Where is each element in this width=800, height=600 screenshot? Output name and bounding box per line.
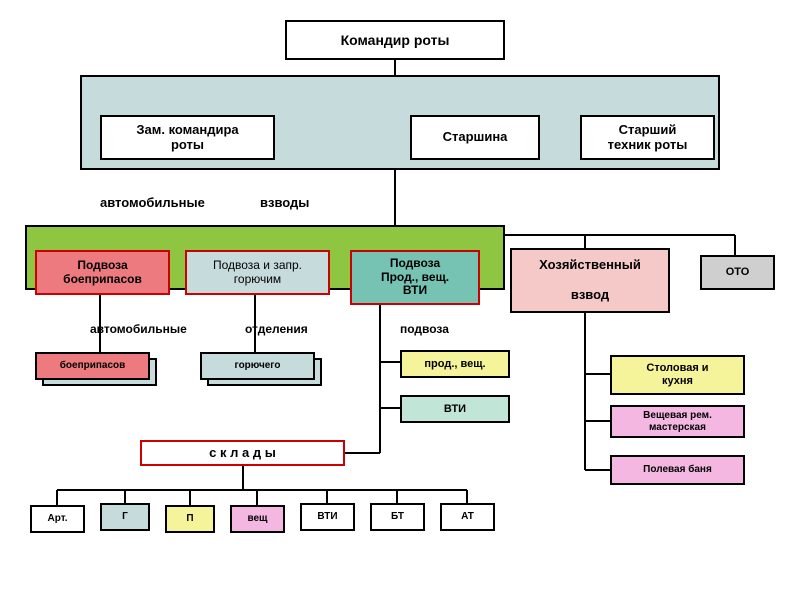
node-st_bt: БТ xyxy=(370,503,425,531)
label-sec_label_2: отделения xyxy=(245,322,308,336)
node-st_vti: ВТИ xyxy=(300,503,355,531)
node-workshop: Вещевая рем. мастерская xyxy=(610,405,745,438)
node-st_art: Арт. xyxy=(30,505,85,533)
node-oto: ОТО xyxy=(700,255,775,290)
node-sec_ammo: боеприпасов xyxy=(35,352,150,380)
node-st_p: П xyxy=(165,505,215,533)
node-st_vesh: вещ xyxy=(230,505,285,533)
node-house_platoon: Хозяйственный взвод xyxy=(510,248,670,313)
node-starshina: Старшина xyxy=(410,115,540,160)
node-commander: Командир роты xyxy=(285,20,505,60)
node-sec_vti: ВТИ xyxy=(400,395,510,423)
node-deputy: Зам. командира роты xyxy=(100,115,275,160)
node-pl_ammo: Подвоза боеприпасов xyxy=(35,250,170,295)
node-bath: Полевая баня xyxy=(610,455,745,485)
node-senior_tech: Старший техник роты xyxy=(580,115,715,160)
label-auto_platoons_1: автомобильные xyxy=(100,195,205,210)
node-st_at: АТ xyxy=(440,503,495,531)
node-pl_food: Подвоза Прод., вещ. ВТИ xyxy=(350,250,480,305)
label-auto_platoons_2: взводы xyxy=(260,195,309,210)
node-dining: Столовая и кухня xyxy=(610,355,745,395)
label-sec_label_1: автомобильные xyxy=(90,322,187,336)
node-pl_fuel: Подвоза и запр. горючим xyxy=(185,250,330,295)
node-st_g: Г xyxy=(100,503,150,531)
node-sec_fuel: горючего xyxy=(200,352,315,380)
node-sklady: с к л а д ы xyxy=(140,440,345,466)
node-sec_food: прод., вещ. xyxy=(400,350,510,378)
label-sec_label_3: подвоза xyxy=(400,322,449,336)
